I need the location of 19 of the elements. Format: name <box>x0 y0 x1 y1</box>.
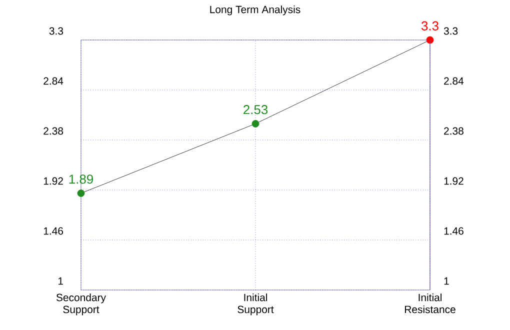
data-label: 3.3 <box>422 21 438 30</box>
y2-tick-label: 3.3 <box>444 27 458 35</box>
data-label: 1.89 <box>69 174 93 184</box>
x-tick-label: Secondary Support <box>56 294 106 316</box>
y-tick-label: 2.38 <box>44 127 64 135</box>
x-tick-label: Initial Support <box>238 294 274 316</box>
y2-tick-label: 2.38 <box>444 127 464 135</box>
y-tick-label: 1.92 <box>44 177 63 185</box>
y-tick-label: 2.84 <box>44 77 64 85</box>
y2-tick-label: 1 <box>444 277 449 285</box>
y2-tick-label: 2.84 <box>444 77 464 85</box>
y2-tick-label: 1.92 <box>444 177 464 185</box>
data-label: 2.53 <box>244 105 268 114</box>
y-tick-label: 3.3 <box>49 27 64 35</box>
y-tick-label: 1 <box>58 277 63 285</box>
y2-tick-label: 1.46 <box>444 227 464 235</box>
x-tick-label: Initial Resistance <box>404 294 456 314</box>
y-tick-label: 1.46 <box>44 227 64 235</box>
chart-title: Long Term Analysis <box>210 6 300 16</box>
